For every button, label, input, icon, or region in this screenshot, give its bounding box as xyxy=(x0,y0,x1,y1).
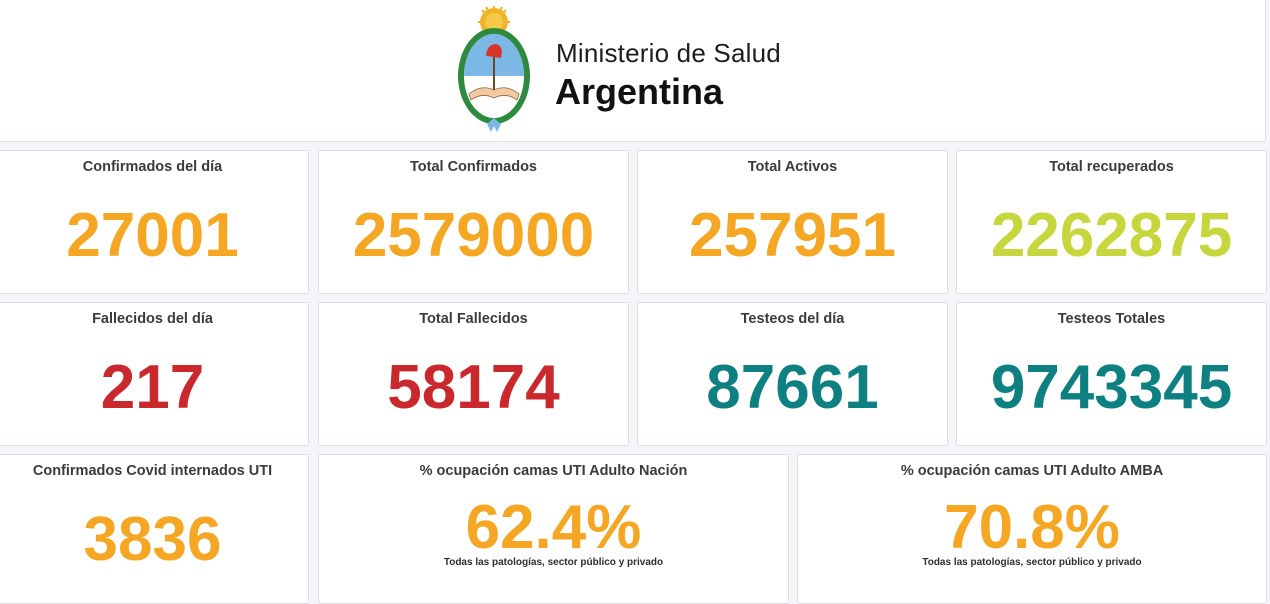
card-value: 217 xyxy=(100,353,205,422)
card-total-activos: Total Activos 257951 xyxy=(637,150,948,294)
card-testeos-totales: Testeos Totales 9743345 xyxy=(956,302,1267,446)
card-title: % ocupación camas UTI Adulto AMBA xyxy=(900,463,1164,479)
card-value: 257951 xyxy=(689,201,896,270)
card-value: 9743345 xyxy=(990,353,1233,422)
header-panel xyxy=(0,0,1266,142)
card-value: 70.8% xyxy=(944,493,1120,562)
card-title: Total recuperados xyxy=(1049,159,1174,175)
card-internados-uti: Confirmados Covid internados UTI 3836 xyxy=(0,454,309,604)
card-title: Total Activos xyxy=(747,159,838,175)
card-total-recuperados: Total recuperados 2262875 xyxy=(956,150,1267,294)
card-value: 58174 xyxy=(387,353,560,422)
escudo-logo xyxy=(451,6,537,136)
card-title: Testeos del día xyxy=(740,311,845,327)
card-value: 2262875 xyxy=(990,201,1233,270)
card-title: Confirmados Covid internados UTI xyxy=(32,463,273,479)
card-total-fallecidos: Total Fallecidos 58174 xyxy=(318,302,629,446)
card-title: Total Fallecidos xyxy=(419,311,528,327)
card-title: Confirmados del día xyxy=(82,159,223,175)
card-value: 87661 xyxy=(706,353,879,422)
card-confirmados-dia: Confirmados del día 27001 xyxy=(0,150,309,294)
card-title: Total Confirmados xyxy=(409,159,537,175)
card-value: 2579000 xyxy=(352,201,595,270)
card-value: 62.4% xyxy=(465,493,642,562)
card-title: Testeos Totales xyxy=(1057,311,1166,327)
card-ocupacion-nacion: % ocupación camas UTI Adulto Nación 62.4… xyxy=(318,454,789,604)
card-value: 3836 xyxy=(83,505,222,574)
card-note: Todas las patologías, sector público y p… xyxy=(443,557,664,568)
card-value: 27001 xyxy=(66,201,239,270)
card-title: Fallecidos del día xyxy=(92,311,213,327)
card-note: Todas las patologías, sector público y p… xyxy=(922,557,1142,568)
card-total-confirmados: Total Confirmados 2579000 xyxy=(318,150,629,294)
card-ocupacion-amba: % ocupación camas UTI Adulto AMBA 70.8% … xyxy=(797,454,1267,604)
card-testeos-dia: Testeos del día 87661 xyxy=(637,302,948,446)
card-fallecidos-dia: Fallecidos del día 217 xyxy=(0,302,309,446)
card-title: % ocupación camas UTI Adulto Nación xyxy=(419,463,688,479)
ministry-name: Ministerio de Salud xyxy=(556,38,781,68)
country-name: Argentina xyxy=(555,71,724,112)
